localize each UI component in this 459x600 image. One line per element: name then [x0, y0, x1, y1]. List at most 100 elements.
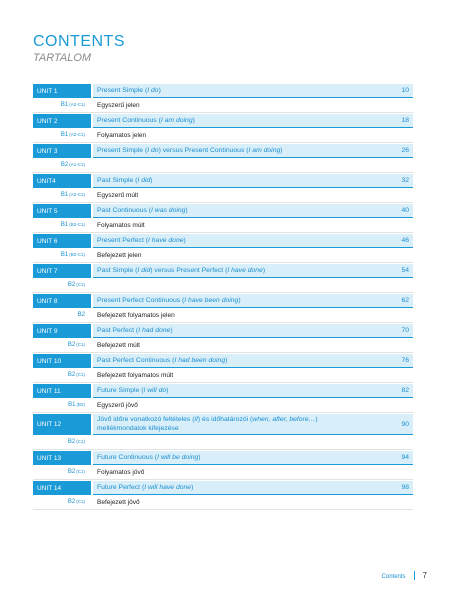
- unit-sub: B2 Befejezett folyamatos jelen: [33, 308, 413, 323]
- page-number: 46: [401, 237, 409, 244]
- level-main: B1: [60, 132, 69, 138]
- title-part: Present Simple (: [97, 87, 148, 94]
- page-number: 40: [401, 207, 409, 214]
- page-number: 62: [401, 297, 409, 304]
- title-part: I do: [147, 147, 159, 154]
- unit-title: Past Simple (I did) versus Present Perfe…: [97, 266, 369, 275]
- unit-band: Present Simple (I do) 10: [93, 84, 413, 98]
- unit-sub: B2(C1) Folyamatos jövő: [33, 465, 413, 480]
- level-main: B1: [60, 102, 69, 108]
- unit-label: UNIT 14: [33, 481, 91, 495]
- title-part: ): [225, 357, 228, 364]
- level: B1(B2-C1): [33, 252, 91, 258]
- title-part: ): [191, 484, 194, 491]
- unit-title: Past Perfect (I had done): [97, 326, 369, 335]
- level-range: (A2-C1): [69, 192, 85, 197]
- unit-label: UNIT 12: [33, 414, 91, 435]
- unit-title: Future Continuous (I will be doing): [97, 453, 369, 462]
- hungarian-title: Egyszerű jövő: [97, 401, 138, 409]
- unit-sub: B2(C1) Befejezett jövő: [33, 495, 413, 510]
- title-part: Jövő időre vonatkozó feltételes (: [97, 416, 195, 423]
- title-part: I am doing: [248, 147, 281, 154]
- unit-label: UNIT 11: [33, 384, 91, 398]
- unit-sub: B1(A2-C1) Folyamatos jelen: [33, 128, 413, 143]
- title-part: ) és időhatározói (: [197, 416, 253, 423]
- unit-band: Future Simple (I will do) 82: [93, 384, 413, 398]
- level-main: B2: [67, 439, 76, 445]
- level: B1(B2): [33, 402, 91, 408]
- unit-header: UNIT 12 Jövő időre vonatkozó feltételes (…: [33, 414, 413, 435]
- level-main: B1: [60, 252, 69, 258]
- level: B2(C1): [33, 342, 91, 348]
- unit-header: UNIT 13 Future Continuous (I will be doin…: [33, 451, 413, 465]
- level: B2(C1): [33, 372, 91, 378]
- title-part: Future Continuous (: [97, 454, 158, 461]
- unit-sub: B2(A1-C1): [33, 158, 413, 173]
- level-range: (A2-C1): [69, 132, 85, 137]
- unit-label: UNIT 13: [33, 451, 91, 465]
- level-range: (C1): [76, 469, 85, 474]
- level-range: (C1): [76, 282, 85, 287]
- unit-band: Present Simple (I do) versus Present Con…: [93, 144, 413, 158]
- unit-header: UNIT 5 Past Continuous (I was doing) 40: [33, 204, 413, 218]
- title-part: ): [280, 147, 283, 154]
- title-part: I have done: [148, 237, 184, 244]
- unit-title: Present Simple (I do): [97, 86, 369, 95]
- title-part: ): [170, 327, 173, 334]
- level: B1(A2-C1): [33, 102, 91, 108]
- hungarian-title: Egyszerű múlt: [97, 191, 139, 199]
- title-part: Present Simple (: [97, 147, 148, 154]
- title-part: I will be doing: [157, 454, 199, 461]
- unit-title: Past Perfect Continuous (I had been doin…: [97, 356, 369, 365]
- unit-title: Present Continuous (I am doing): [97, 116, 369, 125]
- level-main: B2: [60, 162, 69, 168]
- unit-sub: B2(C1) Befejezett múlt: [33, 338, 413, 353]
- level-main: B2: [67, 282, 76, 288]
- unit-band: Past Perfect (I had done) 70: [93, 324, 413, 338]
- level: B1(B2-C1): [33, 222, 91, 228]
- page-number: 90: [401, 420, 409, 428]
- title-part: Past Perfect (: [97, 327, 139, 334]
- title-part: Present Perfect Continuous (: [97, 297, 185, 304]
- title-part: I will do: [143, 387, 167, 394]
- title-part: I was doing: [151, 207, 186, 214]
- unit-sub: B1(A2-C1) Egyszerű múlt: [33, 188, 413, 203]
- unit-label: UNIT 10: [33, 354, 91, 368]
- hungarian-title: Befejezett folyamatos múlt: [97, 371, 174, 379]
- page-number: 32: [401, 177, 409, 184]
- title-part: if: [194, 416, 198, 423]
- unit-title: Past Simple (I did): [97, 176, 369, 185]
- title-part: I had done: [138, 327, 171, 334]
- page-number: 82: [401, 387, 409, 394]
- title-part: ): [185, 207, 188, 214]
- unit-sub: B2(C1) Befejezett folyamatos múlt: [33, 368, 413, 383]
- title-part: ): [158, 87, 161, 94]
- title-part: I did: [137, 177, 151, 184]
- level: B2(C1): [33, 439, 91, 445]
- title-part: ): [262, 267, 266, 274]
- title-part: Past Simple (: [97, 177, 138, 184]
- level-range: (C1): [76, 342, 85, 347]
- title-part: Present Continuous (: [97, 117, 161, 124]
- hungarian-title: Befejezett múlt: [97, 341, 140, 349]
- hungarian-title: Befejezett jelen: [97, 251, 142, 259]
- level-range: (B2-C1): [69, 252, 85, 257]
- unit-band: Present Perfect (I have done) 46: [93, 234, 413, 248]
- unit-band: Past Perfect Continuous (I had been doin…: [93, 354, 413, 368]
- title-part: I have been doing: [184, 297, 239, 304]
- unit-sub: B1(B2) Egyszerű jövő: [33, 398, 413, 413]
- unit-label: UNIT 3: [33, 144, 91, 158]
- hungarian-title: Folyamatos jelen: [97, 131, 147, 139]
- title-part: Past Perfect Continuous (: [97, 357, 175, 364]
- level: B2(A1-C1): [33, 162, 91, 168]
- title-part: Past Continuous (: [97, 207, 152, 214]
- title-part: ): [166, 387, 169, 394]
- level-range: (B2): [76, 402, 85, 407]
- page-number: 94: [401, 454, 409, 461]
- subtitle: TARTALOM: [33, 52, 92, 64]
- level: B2(C1): [33, 499, 91, 505]
- page-number: 26: [401, 147, 409, 154]
- page-number: 76: [401, 357, 409, 364]
- title-part: I am doing: [160, 117, 193, 124]
